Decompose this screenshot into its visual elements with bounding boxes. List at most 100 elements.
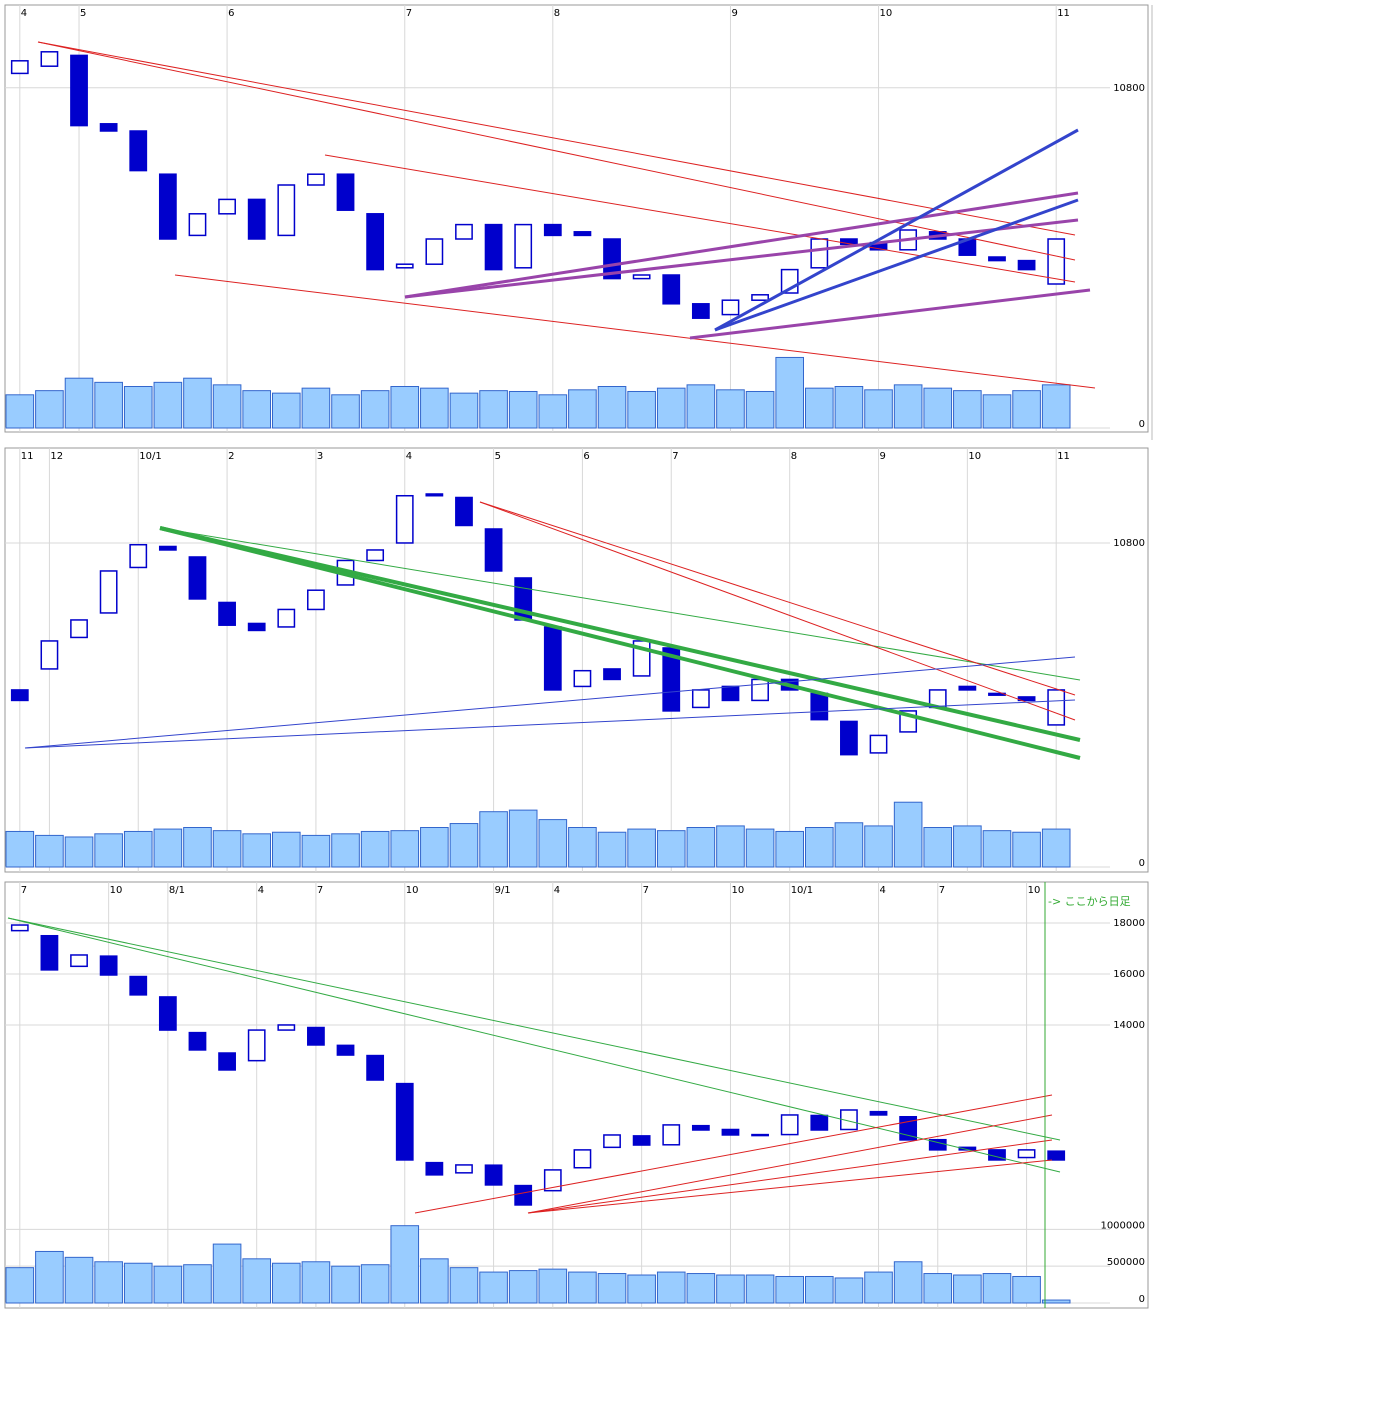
- candle-body: [632, 274, 651, 280]
- candle-body: [277, 608, 296, 628]
- volume-bar: [923, 387, 953, 429]
- candle-body: [691, 1124, 710, 1131]
- volume-bar: [656, 387, 686, 429]
- volume-bar: [1041, 1299, 1071, 1304]
- candle-body: [40, 51, 59, 67]
- volume-bar: [153, 828, 183, 868]
- x-tick-label: 2: [228, 451, 234, 462]
- volume-bar: [834, 822, 864, 868]
- y-tick-label: 0: [1139, 419, 1145, 430]
- volume-bar: [94, 1261, 123, 1304]
- volume-bar: [745, 390, 775, 429]
- volume-bar: [597, 1273, 627, 1304]
- candle-body: [484, 223, 503, 271]
- volume-bar: [627, 828, 656, 868]
- volume-bar: [568, 827, 597, 868]
- panel: [4, 447, 1149, 873]
- candle-body: [366, 213, 385, 271]
- trend-line: [714, 128, 1079, 332]
- candle-body: [307, 173, 325, 186]
- candle-body: [958, 685, 977, 691]
- volume-bar: [982, 1273, 1012, 1304]
- candle-body: [277, 1024, 296, 1031]
- volume-bar: [449, 392, 479, 429]
- volume-bar: [183, 377, 212, 429]
- trend-line: [24, 699, 1076, 749]
- volume-bar: [242, 390, 271, 429]
- volume-bar: [94, 833, 123, 868]
- volume-bar: [301, 1261, 331, 1304]
- candle-body: [455, 1164, 473, 1174]
- candle-body: [988, 256, 1006, 262]
- candle-body: [158, 996, 177, 1031]
- candle-body: [247, 622, 266, 632]
- y-tick-label: 0: [1139, 1294, 1145, 1305]
- volume-bar: [242, 1258, 271, 1304]
- trend-line: [24, 656, 1076, 749]
- volume-bar: [360, 830, 390, 868]
- trend-line: [479, 501, 1076, 696]
- candle-body: [158, 545, 177, 551]
- candle-body: [484, 528, 503, 572]
- volume-bar: [212, 384, 242, 429]
- candle-body: [425, 1161, 444, 1176]
- candle-body: [1047, 1150, 1066, 1161]
- volume-bar: [390, 1225, 420, 1304]
- x-tick-label: 7: [21, 885, 27, 896]
- x-tick-label: 8: [554, 8, 560, 19]
- candle-body: [543, 1169, 562, 1192]
- candle-body: [10, 60, 29, 75]
- candle-body: [247, 1029, 266, 1062]
- candle-body: [247, 198, 266, 240]
- candle-body: [632, 1135, 651, 1146]
- volume-bar: [331, 1265, 360, 1304]
- candle-body: [603, 1134, 621, 1149]
- volume-bar: [479, 811, 508, 868]
- y-tick-label: 0: [1139, 858, 1145, 869]
- candle-body: [751, 678, 769, 702]
- volume-bar: [420, 827, 449, 868]
- candle-body: [366, 549, 385, 562]
- volume-bar: [716, 1274, 745, 1304]
- y-tick-label: 10800: [1113, 83, 1145, 94]
- x-tick-label: 10: [880, 8, 893, 19]
- candle-body: [543, 223, 562, 237]
- candle-body: [40, 934, 59, 971]
- candle-body: [573, 1149, 592, 1169]
- volume-bar: [864, 389, 893, 429]
- volume-bar: [64, 377, 94, 429]
- candle-body: [218, 198, 236, 215]
- volume-bar: [568, 1271, 597, 1304]
- volume-bar: [538, 1268, 568, 1304]
- volume-bar: [656, 830, 686, 868]
- volume-bar: [686, 384, 716, 429]
- x-tick-label: 4: [21, 8, 27, 19]
- x-tick-label: 10: [110, 885, 123, 896]
- candle-body: [662, 647, 681, 712]
- volume-bar: [390, 386, 420, 429]
- volume-bar: [805, 1275, 834, 1304]
- x-tick-label: 7: [643, 885, 649, 896]
- trend-line: [7, 917, 1061, 1173]
- candle-body: [869, 1110, 888, 1116]
- volume-bar: [745, 828, 775, 868]
- x-tick-label: 8: [791, 451, 797, 462]
- volume-bar: [390, 830, 420, 868]
- candle-body: [514, 1184, 533, 1206]
- volume-bar: [538, 819, 568, 868]
- volume-bar: [686, 827, 716, 868]
- volume-bar: [35, 834, 64, 868]
- candle-body: [780, 1114, 799, 1136]
- candle-body: [188, 1031, 207, 1051]
- candle-body: [218, 1052, 236, 1071]
- x-tick-label: 3: [317, 451, 323, 462]
- volume-bar: [420, 387, 449, 429]
- x-tick-label: 10: [1028, 885, 1041, 896]
- candle-body: [188, 556, 207, 600]
- candle-body: [721, 1128, 740, 1136]
- trend-line: [159, 527, 1081, 681]
- trend-line: [527, 1114, 1053, 1214]
- volume-bar: [805, 827, 834, 868]
- candle-body: [395, 1082, 414, 1161]
